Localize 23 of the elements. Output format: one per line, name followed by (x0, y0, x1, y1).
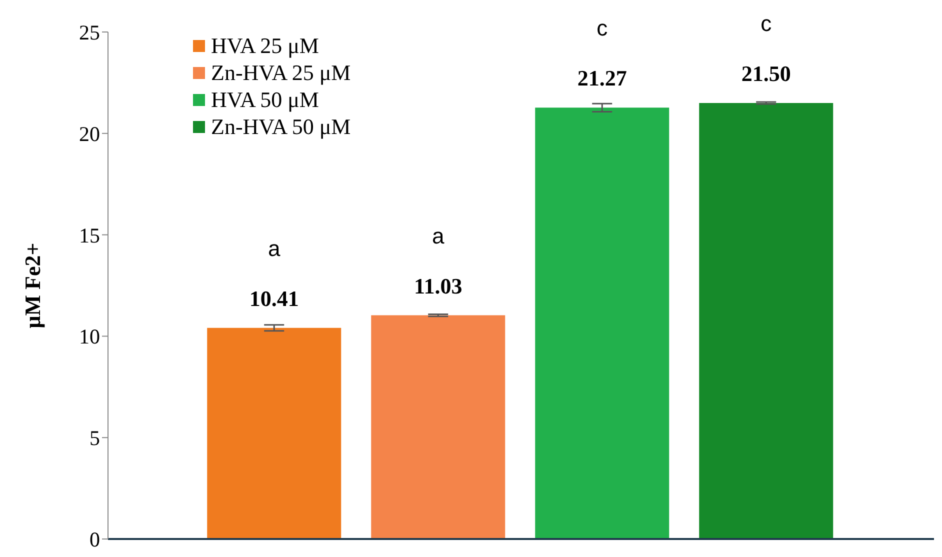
y-tick-label: 10 (79, 324, 100, 349)
y-tick-label: 20 (79, 122, 100, 146)
data-label: 21.27 (577, 66, 627, 91)
bar (699, 102, 834, 539)
annotation: a (268, 236, 281, 261)
y-tick-label: 15 (79, 223, 100, 248)
annotation: c (596, 16, 608, 41)
y-tick-label: 25 (79, 20, 100, 44)
legend-label: HVA 50 μM (211, 86, 319, 113)
data-label: 11.03 (414, 273, 462, 298)
y-tick-label: 5 (90, 426, 100, 450)
annotation: a (432, 223, 445, 248)
bar (371, 315, 506, 539)
annotation: c (760, 10, 772, 36)
y-axis-title: μM Fe2+ (20, 242, 45, 328)
legend-label: Zn-HVA 50 μM (211, 113, 351, 140)
data-label: 21.50 (741, 60, 791, 86)
y-tick-label: 0 (90, 527, 100, 552)
legend-label: Zn-HVA 25 μM (211, 59, 351, 86)
legend-label: HVA 25 μM (211, 32, 319, 59)
bar (535, 108, 670, 539)
data-label: 10.41 (249, 286, 299, 311)
bar (207, 328, 342, 539)
